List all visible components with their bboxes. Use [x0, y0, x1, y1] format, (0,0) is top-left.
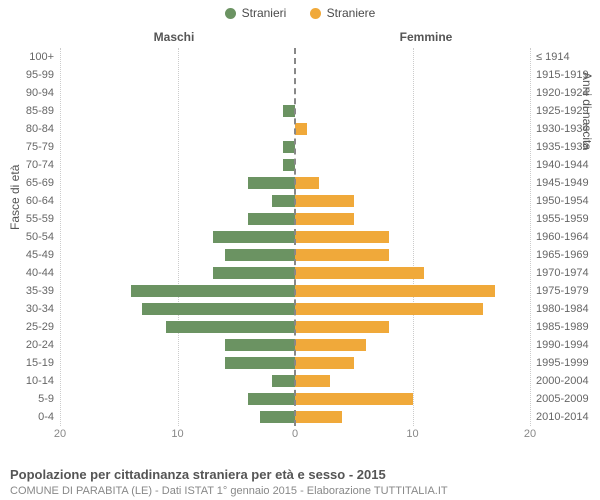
- age-label: 45-49: [4, 246, 54, 264]
- x-tick: 10: [406, 428, 418, 440]
- birth-year-label: ≤ 1914: [536, 48, 598, 66]
- bar-male: [248, 213, 295, 225]
- birth-year-label: 1940-1944: [536, 156, 598, 174]
- bar-male: [225, 357, 296, 369]
- birth-year-label: 1985-1989: [536, 318, 598, 336]
- birth-year-label: 2000-2004: [536, 372, 598, 390]
- column-title-female: Femmine: [302, 30, 600, 44]
- bar-male: [248, 177, 295, 189]
- age-label: 55-59: [4, 210, 54, 228]
- birth-year-label: 1955-1959: [536, 210, 598, 228]
- legend-label-male: Stranieri: [242, 6, 287, 20]
- age-label: 95-99: [4, 66, 54, 84]
- legend-swatch-female: [310, 8, 321, 19]
- bar-male: [213, 267, 295, 279]
- zero-line: [294, 48, 296, 426]
- age-label: 10-14: [4, 372, 54, 390]
- birth-year-label: 1965-1969: [536, 246, 598, 264]
- birth-year-label: 2005-2009: [536, 390, 598, 408]
- birth-year-label: 1935-1939: [536, 138, 598, 156]
- column-title-male: Maschi: [0, 30, 298, 44]
- age-label: 85-89: [4, 102, 54, 120]
- bar-male: [260, 411, 295, 423]
- bar-female: [295, 123, 307, 135]
- bar-male: [131, 285, 296, 297]
- age-label: 20-24: [4, 336, 54, 354]
- bar-female: [295, 195, 354, 207]
- birth-year-label: 1990-1994: [536, 336, 598, 354]
- bar-male: [166, 321, 295, 333]
- bar-female: [295, 231, 389, 243]
- birth-year-label: 2010-2014: [536, 408, 598, 426]
- x-tick: 20: [54, 428, 66, 440]
- birth-year-label: 1920-1924: [536, 84, 598, 102]
- x-tick: 20: [524, 428, 536, 440]
- age-label: 35-39: [4, 282, 54, 300]
- birth-year-label: 1925-1929: [536, 102, 598, 120]
- birth-year-label: 1930-1934: [536, 120, 598, 138]
- age-label: 90-94: [4, 84, 54, 102]
- bar-male: [248, 393, 295, 405]
- bar-female: [295, 285, 495, 297]
- birth-year-label: 1915-1919: [536, 66, 598, 84]
- x-tick: 0: [292, 428, 298, 440]
- age-label: 70-74: [4, 156, 54, 174]
- bar-female: [295, 267, 424, 279]
- gridline: [530, 48, 531, 426]
- age-label: 60-64: [4, 192, 54, 210]
- age-label: 5-9: [4, 390, 54, 408]
- age-label: 65-69: [4, 174, 54, 192]
- plot-area: 100+≤ 191495-991915-191990-941920-192485…: [60, 48, 530, 440]
- age-label: 75-79: [4, 138, 54, 156]
- bar-female: [295, 213, 354, 225]
- age-label: 80-84: [4, 120, 54, 138]
- chart-subtitle: COMUNE DI PARABITA (LE) - Dati ISTAT 1° …: [10, 485, 448, 497]
- age-label: 40-44: [4, 264, 54, 282]
- bar-male: [225, 249, 296, 261]
- bar-male: [225, 339, 296, 351]
- bar-female: [295, 393, 413, 405]
- birth-year-label: 1980-1984: [536, 300, 598, 318]
- population-pyramid-chart: Stranieri Straniere Maschi Femmine Fasce…: [0, 0, 600, 500]
- birth-year-label: 1950-1954: [536, 192, 598, 210]
- bar-female: [295, 357, 354, 369]
- bar-male: [142, 303, 295, 315]
- age-label: 100+: [4, 48, 54, 66]
- legend-swatch-male: [225, 8, 236, 19]
- bar-female: [295, 249, 389, 261]
- legend-label-female: Straniere: [327, 6, 376, 20]
- birth-year-label: 1995-1999: [536, 354, 598, 372]
- bars-area: 100+≤ 191495-991915-191990-941920-192485…: [60, 48, 530, 426]
- birth-year-label: 1945-1949: [536, 174, 598, 192]
- bar-female: [295, 339, 366, 351]
- bar-female: [295, 177, 319, 189]
- age-label: 15-19: [4, 354, 54, 372]
- birth-year-label: 1970-1974: [536, 264, 598, 282]
- legend: Stranieri Straniere: [0, 6, 600, 22]
- birth-year-label: 1975-1979: [536, 282, 598, 300]
- chart-title: Popolazione per cittadinanza straniera p…: [10, 467, 386, 482]
- bar-male: [213, 231, 295, 243]
- birth-year-label: 1960-1964: [536, 228, 598, 246]
- bar-female: [295, 375, 330, 387]
- bar-male: [272, 195, 296, 207]
- bar-female: [295, 321, 389, 333]
- bar-male: [272, 375, 296, 387]
- age-label: 25-29: [4, 318, 54, 336]
- x-tick: 10: [171, 428, 183, 440]
- bar-female: [295, 303, 483, 315]
- legend-item-female: Straniere: [310, 6, 376, 20]
- age-label: 0-4: [4, 408, 54, 426]
- age-label: 50-54: [4, 228, 54, 246]
- age-label: 30-34: [4, 300, 54, 318]
- bar-female: [295, 411, 342, 423]
- legend-item-male: Stranieri: [225, 6, 287, 20]
